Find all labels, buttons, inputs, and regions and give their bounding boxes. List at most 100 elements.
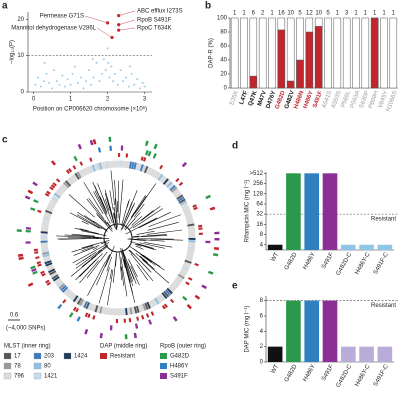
ring-segment — [201, 284, 207, 290]
ring-segment — [51, 196, 59, 203]
legend-swatch — [3, 362, 12, 370]
y-tick-label: 60 — [220, 44, 227, 50]
ring-segment — [37, 209, 42, 213]
count-label: 5 — [298, 11, 302, 17]
x-tick-label: S491F — [321, 364, 335, 383]
snp-point — [92, 76, 95, 79]
count-label: 10 — [287, 11, 294, 17]
y-tick-label: 2 — [260, 344, 264, 350]
ring-segment — [78, 298, 85, 306]
bar — [286, 300, 301, 362]
snp-point — [64, 85, 67, 88]
ring-segment — [68, 312, 74, 318]
y-tick-label: 128 — [253, 191, 264, 197]
snp-point — [130, 72, 133, 75]
ring-segment — [44, 192, 50, 197]
ring-segment — [154, 297, 160, 305]
bar — [322, 173, 338, 250]
panel-label: e — [232, 281, 238, 292]
ring-segment — [33, 199, 39, 204]
ring-segment — [84, 328, 89, 335]
annotation: Permease G71S — [40, 14, 84, 20]
bar — [314, 26, 323, 89]
y-tick-label: 6 — [260, 314, 264, 320]
ring-segment — [166, 287, 173, 295]
ring-segment — [159, 164, 164, 170]
annotation: Mannitol dehydrogenase V286L — [11, 26, 96, 32]
ring-segment — [186, 304, 192, 310]
bar — [304, 173, 320, 250]
scale-label: 0.6 — [10, 313, 19, 319]
y-tick-label: 20 — [220, 72, 227, 78]
bar — [249, 75, 258, 89]
snp-point — [52, 69, 55, 72]
ring-segment — [205, 194, 211, 200]
ring-segment — [193, 206, 198, 211]
x-tick-label: L47F — [239, 90, 250, 106]
bar — [370, 17, 379, 89]
threshold-label: Resistant — [371, 303, 396, 309]
ring-segment — [142, 303, 147, 311]
snp-point — [143, 85, 146, 88]
ring-segment — [46, 281, 52, 286]
ring-segment — [40, 270, 45, 275]
ring-segment — [64, 180, 72, 187]
y-tick-label: 8 — [260, 232, 264, 238]
bar-frame — [389, 17, 398, 89]
bar — [286, 173, 301, 250]
panel-label: c — [2, 135, 8, 146]
x-tick-label: P593A — [350, 90, 362, 109]
ring-segment — [177, 273, 185, 280]
snp-point — [139, 87, 142, 90]
y-axis-label: Rifampicin MIC (mg l⁻¹) — [245, 180, 251, 243]
snp-point — [125, 76, 128, 79]
y-tick-label: 0 — [21, 90, 25, 96]
ring-segment — [145, 150, 149, 156]
ring-segment — [143, 157, 147, 162]
ring-segment — [24, 195, 31, 200]
x-tick-label: A553S — [331, 90, 343, 109]
ring — [19, 139, 217, 337]
bar-frame — [361, 17, 370, 89]
y-tick-label: 8 — [260, 298, 264, 304]
count-label: 1 — [270, 11, 274, 17]
x-tick-label: D476Y — [265, 90, 277, 109]
ring-segment — [27, 189, 34, 195]
ring-segment — [92, 139, 97, 145]
ring-segment — [94, 305, 99, 313]
bar — [359, 346, 374, 362]
ring-segment — [184, 259, 192, 264]
ring-segment — [140, 156, 144, 161]
ring-segment — [152, 153, 157, 159]
ring-segment — [175, 177, 180, 183]
x-tick-label: V845Y — [378, 90, 390, 109]
bar — [304, 300, 320, 362]
snp-point — [116, 83, 119, 86]
x-tick-label: S491F-C — [373, 363, 391, 387]
legend-swatch — [33, 372, 42, 380]
snp-point — [98, 80, 101, 83]
ring-segment — [53, 192, 61, 199]
ring-segment — [150, 311, 155, 316]
y-tick-label: >512 — [249, 171, 263, 177]
snp-point — [102, 58, 105, 61]
ring-segment — [52, 182, 57, 187]
ring-segment — [164, 289, 172, 296]
ring-segment — [30, 207, 36, 211]
ring-segment — [45, 262, 53, 267]
ring-segment — [87, 302, 93, 311]
y-tick-label: 16 — [256, 222, 263, 228]
snp-point — [34, 83, 37, 86]
bar — [322, 300, 338, 362]
bar — [286, 80, 295, 89]
x-tick-label: A541S — [322, 90, 334, 109]
snp-point — [106, 47, 109, 50]
count-label: 10 — [315, 11, 322, 17]
ring-segment — [62, 299, 67, 304]
snp-point — [89, 83, 92, 86]
axes — [27, 12, 152, 93]
ring-segment — [161, 304, 166, 310]
ring-segment — [162, 178, 169, 185]
x-tick-label: E35K — [229, 90, 240, 106]
